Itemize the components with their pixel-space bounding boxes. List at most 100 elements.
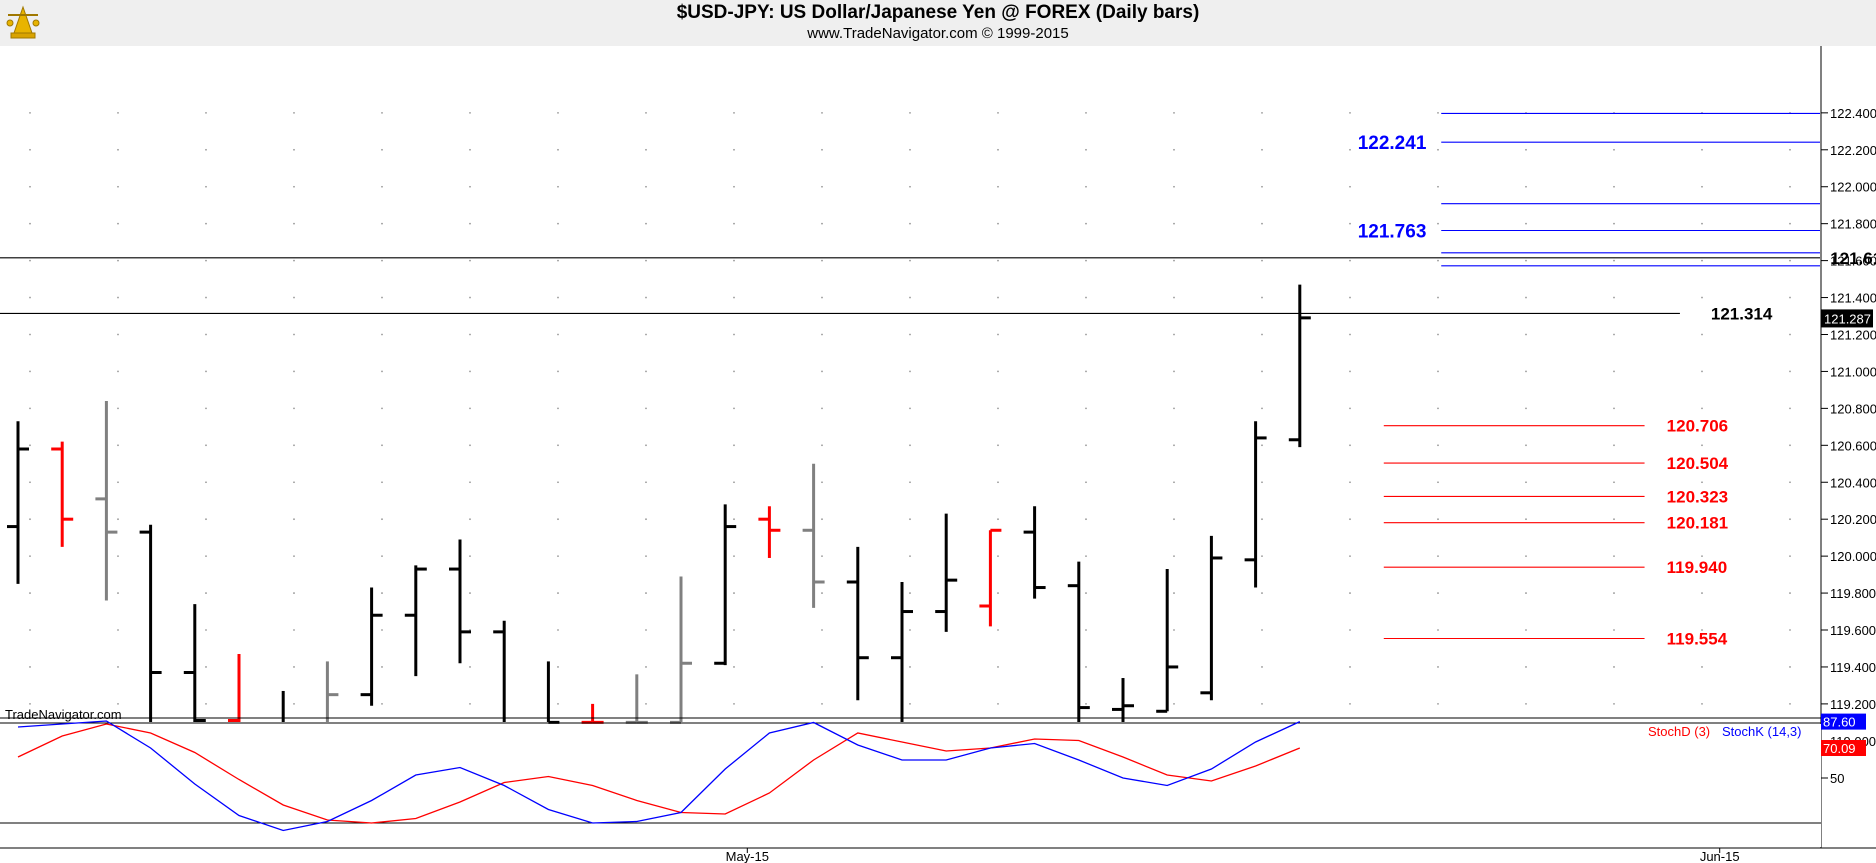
grid-dot	[1525, 185, 1527, 188]
grid-dot	[733, 592, 735, 594]
grid-dot	[997, 222, 999, 225]
grid-dot	[557, 185, 559, 188]
grid-dot	[733, 666, 735, 668]
grid-dot	[1525, 370, 1527, 373]
y-tick-label: 121.600	[1830, 254, 1876, 269]
grid-dot	[645, 481, 647, 484]
grid-dot	[909, 629, 911, 631]
grid-dot	[469, 222, 471, 225]
grid-dot	[1789, 370, 1791, 373]
grid-dot	[293, 148, 295, 151]
ohlc-bar	[449, 539, 471, 664]
grid-dot	[205, 518, 207, 521]
grid-dot	[29, 518, 31, 521]
grid-dot	[381, 222, 383, 225]
grid-dot	[293, 333, 295, 336]
grid-dot	[821, 407, 823, 410]
grid-dot	[733, 481, 735, 484]
grid-dot	[733, 555, 735, 558]
grid-dot	[821, 702, 823, 705]
grid-dot	[469, 518, 471, 521]
grid-dot	[1261, 259, 1263, 262]
grid-dot	[469, 296, 471, 299]
grid-dot	[469, 185, 471, 188]
y-tick-label: 121.800	[1830, 217, 1876, 232]
ohlc-bar	[891, 581, 913, 722]
grid-dot	[117, 407, 119, 410]
ohlc-bar	[1200, 535, 1223, 701]
grid-dot	[821, 148, 823, 151]
grid-dot	[117, 148, 119, 151]
y-tick-label: 119.800	[1830, 586, 1876, 601]
grid-dot	[1261, 222, 1263, 225]
grid-dot	[1701, 407, 1703, 410]
grid-dot	[205, 296, 207, 299]
grid-dot	[29, 259, 31, 262]
grid-dot	[997, 259, 999, 262]
grid-dot	[909, 444, 911, 447]
last-price-badge	[1821, 309, 1873, 328]
ohlc-bar	[714, 504, 737, 666]
grid-dot	[1789, 222, 1791, 225]
grid-dot	[1085, 407, 1087, 410]
stochastic-lines	[17, 720, 1301, 832]
grid-dot	[1173, 111, 1175, 114]
stoch-series-line	[17, 720, 1301, 832]
grid-dot	[821, 370, 823, 373]
grid-dot	[117, 518, 119, 521]
ohlc-bar	[183, 604, 206, 723]
stoch-value-badge	[1821, 740, 1866, 756]
grid-dot	[645, 296, 647, 299]
ohlc-bar	[670, 576, 692, 724]
grid-dot	[205, 629, 207, 631]
grid-dot	[205, 370, 207, 373]
grid-dot	[1437, 407, 1439, 410]
grid-dot	[909, 333, 911, 336]
grid-dot	[1701, 296, 1703, 299]
stoch-y-tick-label: 50	[1830, 771, 1844, 786]
grid-dot	[1349, 555, 1351, 558]
grid-dot	[1085, 481, 1087, 484]
grid-dot	[909, 555, 911, 558]
grid-dot	[1437, 259, 1439, 262]
y-tick-label: 122.400	[1830, 106, 1876, 121]
grid-dot	[1437, 444, 1439, 447]
grid-dot	[733, 333, 735, 336]
ohlc-bar	[7, 421, 29, 584]
grid-dot	[1349, 407, 1351, 410]
grid-dot	[821, 222, 823, 225]
grid-dot	[117, 702, 119, 705]
grid-dot	[733, 629, 735, 631]
grid-dot	[1437, 481, 1439, 484]
time-x-axis: May-15 Jun-15	[726, 848, 1740, 863]
grid-dot	[1437, 296, 1439, 299]
grid-dot	[381, 518, 383, 521]
grid-dot	[205, 407, 207, 410]
grid-dot	[997, 481, 999, 484]
grid-dot	[1173, 481, 1175, 484]
y-tick-label: 121.000	[1830, 364, 1876, 379]
grid-dot	[1173, 185, 1175, 188]
grid-dot	[469, 481, 471, 484]
grid-dot	[909, 702, 911, 705]
grid-dot	[381, 148, 383, 151]
grid-dot	[469, 555, 471, 558]
grid-dot	[29, 185, 31, 188]
grid-dot	[29, 296, 31, 299]
grid-dot	[1789, 148, 1791, 151]
grid-dot	[1525, 555, 1527, 558]
grid-dot	[293, 111, 295, 114]
grid-dot	[733, 296, 735, 299]
grid-dot	[645, 702, 647, 705]
grid-dot	[821, 185, 823, 188]
grid-dot	[733, 222, 735, 225]
grid-dot	[557, 259, 559, 262]
ohlc-bar	[139, 524, 162, 722]
grid-dot	[29, 702, 31, 705]
grid-dot	[1701, 629, 1703, 631]
y-tick-label: 121.200	[1830, 327, 1876, 342]
grid-dot	[1349, 259, 1351, 262]
y-tick-label: 121.400	[1830, 291, 1876, 306]
grid-dot	[1525, 666, 1527, 668]
